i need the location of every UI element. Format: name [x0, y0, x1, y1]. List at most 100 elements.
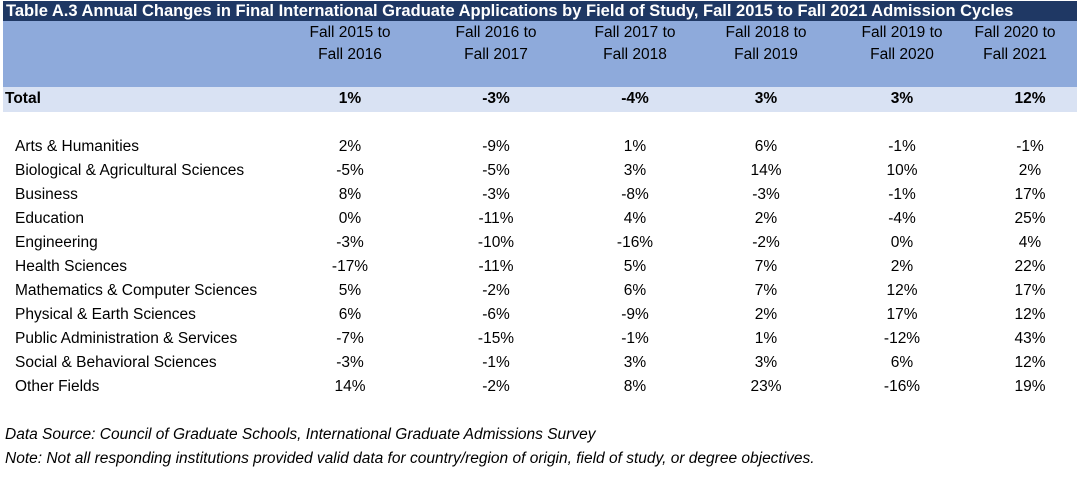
table-cell: 5%: [623, 258, 647, 275]
table-row: Education 0% -11% 4% 2% -4% 25%: [0, 207, 1080, 231]
column-header-line2: Fall 2017: [464, 46, 528, 63]
table-cell: 3%: [890, 90, 914, 107]
table-cell: 3%: [754, 90, 778, 107]
column-header-line1: Fall 2017 to: [594, 24, 676, 41]
column-header-2017-2018: Fall 2017 to Fall 2018: [570, 21, 700, 66]
table-cell: 2%: [890, 258, 914, 275]
table-cell: -1%: [621, 330, 649, 347]
table-row: Other Fields 14% -2% 8% 23% -16% 19%: [0, 375, 1080, 399]
table-cell: -4%: [621, 90, 649, 107]
table-cell: -3%: [752, 186, 780, 203]
row-label: Public Administration & Services: [15, 330, 238, 347]
total-row-band: [3, 87, 1077, 112]
column-header-line2: Fall 2018: [603, 46, 667, 63]
table-row: Health Sciences -17% -11% 5% 7% 2% 22%: [0, 255, 1080, 279]
table-cell: -9%: [621, 306, 649, 323]
column-header-band: [3, 21, 1077, 87]
row-label: Engineering: [15, 234, 98, 251]
table-cell: 6%: [754, 138, 778, 155]
table-cell: -15%: [477, 330, 515, 347]
table-cell: 12%: [1014, 90, 1046, 107]
table-cell: 8%: [338, 186, 362, 203]
footnote: Note: Not all responding institutions pr…: [5, 450, 815, 467]
column-header-line2: Fall 2019: [734, 46, 798, 63]
table-row: Engineering -3% -10% -16% -2% 0% 4%: [0, 231, 1080, 255]
table-cell: 8%: [623, 378, 647, 395]
table-cell: 12%: [1014, 306, 1046, 323]
column-header-2018-2019: Fall 2018 to Fall 2019: [701, 21, 831, 66]
table-cell: 22%: [1014, 258, 1046, 275]
row-label: Other Fields: [15, 378, 100, 395]
table-cell: -2%: [482, 282, 510, 299]
table-cell: -11%: [478, 210, 514, 227]
table-cell: 14%: [750, 162, 782, 179]
table-cell: -2%: [752, 234, 780, 251]
table-cell: 1%: [754, 330, 778, 347]
table-cell: 25%: [1014, 210, 1046, 227]
table-row: Business 8% -3% -8% -3% -1% 17%: [0, 183, 1080, 207]
table-cell: -5%: [482, 162, 510, 179]
table-cell: 17%: [1014, 186, 1046, 203]
table-cell: -2%: [482, 378, 510, 395]
table-cell: -1%: [1016, 138, 1044, 155]
row-label: Biological & Agricultural Sciences: [15, 162, 245, 179]
table-cell: -4%: [888, 210, 916, 227]
table-cell: 2%: [338, 138, 362, 155]
table-title: Table A.3 Annual Changes in Final Intern…: [3, 1, 1077, 21]
table-row: Mathematics & Computer Sciences 5% -2% 6…: [0, 279, 1080, 303]
table-cell: 14%: [334, 378, 366, 395]
table-cell: 6%: [890, 354, 914, 371]
column-header-line2: Fall 2020: [870, 46, 934, 63]
table-cell: -3%: [482, 90, 510, 107]
table-cell: -3%: [336, 234, 364, 251]
table-cell: -7%: [336, 330, 364, 347]
table-cell: -6%: [482, 306, 510, 323]
table-cell: -16%: [883, 378, 921, 395]
column-header-line1: Fall 2018 to: [725, 24, 807, 41]
table-cell: 1%: [623, 138, 647, 155]
table-cell: -17%: [331, 258, 369, 275]
row-label: Education: [15, 210, 84, 227]
table-cell: -3%: [336, 354, 364, 371]
table-cell: 2%: [1018, 162, 1042, 179]
table-row: Biological & Agricultural Sciences -5% -…: [0, 159, 1080, 183]
column-header-2016-2017: Fall 2016 to Fall 2017: [431, 21, 561, 66]
data-source-note: Data Source: Council of Graduate Schools…: [5, 426, 596, 443]
table-cell: 43%: [1014, 330, 1046, 347]
row-label: Health Sciences: [15, 258, 128, 275]
row-label: Total: [5, 90, 41, 107]
column-header-line2: Fall 2021: [983, 46, 1047, 63]
table-row: Arts & Humanities 2% -9% 1% 6% -1% -1%: [0, 135, 1080, 159]
table-cell: -5%: [336, 162, 364, 179]
table-row: Physical & Earth Sciences 6% -6% -9% 2% …: [0, 303, 1080, 327]
table-cell: 19%: [1014, 378, 1046, 395]
column-header-line1: Fall 2016 to: [455, 24, 537, 41]
column-header-2015-2016: Fall 2015 to Fall 2016: [285, 21, 415, 66]
column-header-line2: Fall 2016: [318, 46, 382, 63]
column-header-line1: Fall 2019 to: [861, 24, 943, 41]
table-cell: 5%: [338, 282, 362, 299]
table-cell: 4%: [623, 210, 647, 227]
table-cell: -1%: [482, 354, 510, 371]
table-cell: 10%: [886, 162, 918, 179]
table-cell: -11%: [478, 258, 514, 275]
row-label: Business: [15, 186, 78, 203]
table-cell: 3%: [623, 354, 647, 371]
table-cell: 2%: [754, 306, 778, 323]
table-cell: 7%: [754, 282, 778, 299]
table-row: Public Administration & Services -7% -15…: [0, 327, 1080, 351]
table-cell: 0%: [338, 210, 362, 227]
table-cell: -16%: [616, 234, 654, 251]
table-cell: -8%: [621, 186, 649, 203]
table-cell: 2%: [754, 210, 778, 227]
table-cell: 1%: [338, 90, 362, 107]
table-cell: -10%: [477, 234, 515, 251]
table-row: Social & Behavioral Sciences -3% -1% 3% …: [0, 351, 1080, 375]
column-header-2020-2021: Fall 2020 to Fall 2021: [950, 21, 1080, 66]
row-label: Arts & Humanities: [15, 138, 140, 155]
table-cell: 7%: [754, 258, 778, 275]
row-label: Mathematics & Computer Sciences: [15, 282, 258, 299]
table-cell: -1%: [888, 186, 916, 203]
table-cell: 6%: [623, 282, 647, 299]
column-header-line1: Fall 2015 to: [309, 24, 391, 41]
